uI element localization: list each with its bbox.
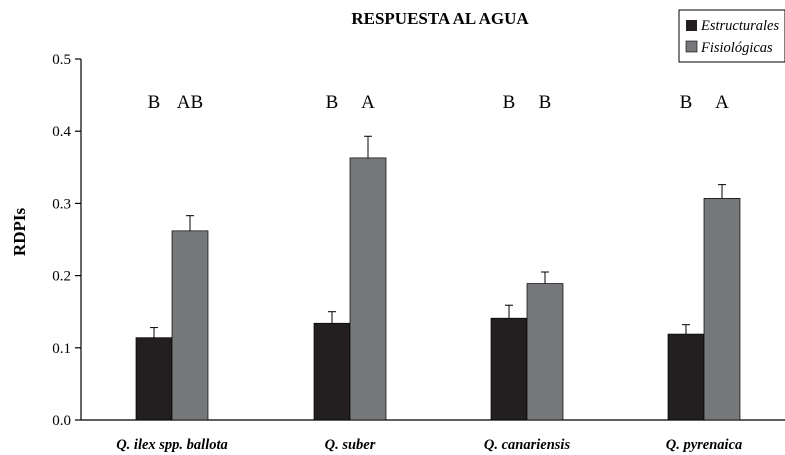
category-label: Q. ilex spp. ballota [116, 437, 228, 453]
bar-estructurales [667, 333, 705, 421]
significance-letters: B AB B A B B B A [148, 92, 729, 113]
bars [135, 157, 741, 421]
chart-title: RESPUESTA AL AGUA [351, 9, 529, 28]
legend-swatch-estructurales [686, 20, 697, 31]
significance-letter: AB [177, 92, 203, 113]
y-tick-label: 0.2 [52, 269, 71, 285]
error-bars [150, 135, 726, 338]
legend-box [678, 9, 785, 63]
significance-letter: B [539, 92, 552, 113]
legend-label-fisiologicas: Fisiológicas [700, 40, 773, 56]
y-tick-label: 0.1 [52, 341, 71, 357]
category-labels: Q. ilex spp. ballota Q. suber Q. canariens… [116, 437, 742, 453]
category-label: Q. pyrenaica [666, 437, 743, 453]
bar-fisiologicas [171, 230, 209, 421]
bar-fisiologicas [703, 197, 741, 421]
legend-label-estructurales: Estructurales [700, 18, 779, 34]
significance-letter: B [148, 92, 161, 113]
y-tick-label: 0.4 [52, 124, 71, 140]
y-tick-label: 0.5 [52, 52, 71, 68]
significance-letter: B [503, 92, 516, 113]
legend-swatch-fisiologicas [685, 40, 698, 53]
y-axis-label: RDPIs [10, 208, 29, 257]
bar-estructurales [135, 337, 173, 421]
category-label: Q. canariensis [484, 437, 571, 453]
y-ticks: 0.0 0.1 0.2 0.3 0.4 0.5 [52, 52, 81, 429]
bar-estructurales [313, 322, 351, 421]
bar-fisiologicas [526, 283, 564, 421]
bar-estructurales [490, 317, 528, 421]
significance-letter: A [715, 92, 729, 113]
legend: Estructurales Fisiológicas [678, 9, 785, 63]
y-tick-label: 0.3 [52, 196, 71, 212]
significance-letter: B [680, 92, 693, 113]
y-tick-label: 0.0 [52, 413, 71, 429]
category-label: Q. suber [325, 437, 376, 453]
significance-letter: B [326, 92, 339, 113]
significance-letter: A [361, 92, 375, 113]
bar-fisiologicas [349, 157, 387, 421]
